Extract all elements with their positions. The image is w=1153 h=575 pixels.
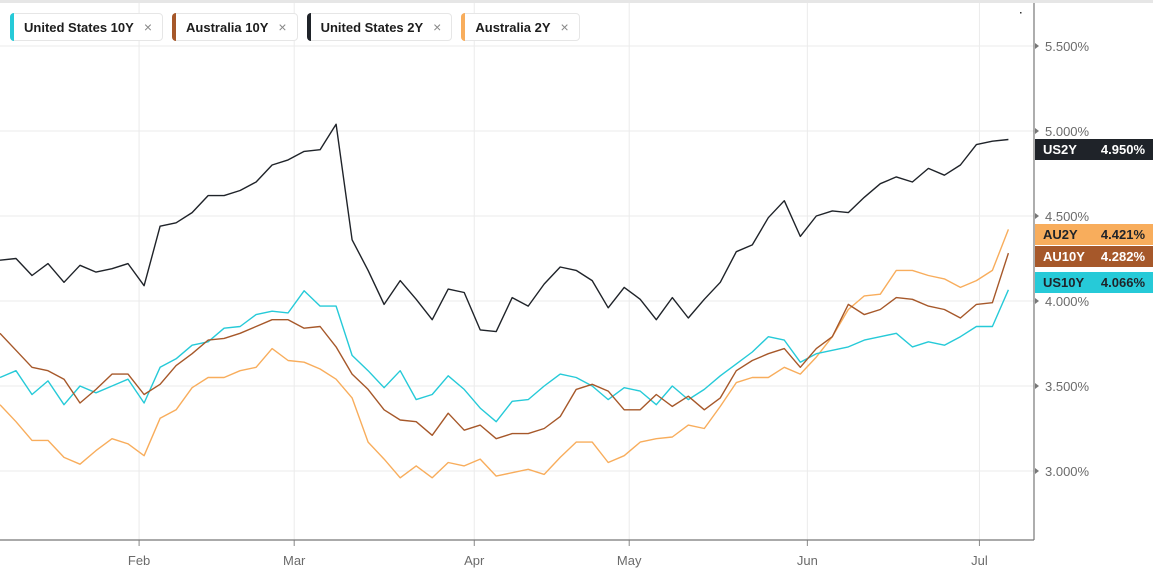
x-tick-label: Jul <box>971 553 988 568</box>
series-legend: United States 10Y × Australia 10Y × Unit… <box>10 13 580 41</box>
y-tick-mark <box>1035 382 1039 389</box>
close-icon[interactable]: × <box>560 19 569 35</box>
series-line-australia-2y <box>0 229 1010 479</box>
tag-code: AU2Y <box>1043 226 1078 242</box>
top-border <box>0 0 1153 3</box>
x-tick-label: May <box>617 553 642 568</box>
y-tick-label: 3.000% <box>1045 464 1090 479</box>
value-tag-au2y: AU2Y 4.421% <box>1035 223 1153 245</box>
tag-value: 4.421% <box>1100 226 1145 242</box>
series-color-swatch <box>10 13 14 41</box>
series-line-united-states-10y <box>0 289 1010 423</box>
y-tick-mark <box>1035 43 1039 50</box>
legend-chip-us10y[interactable]: United States 10Y × <box>10 13 164 41</box>
value-tag-us2y: US2Y 4.950% <box>1035 139 1153 160</box>
y-tick-label: 3.500% <box>1045 379 1090 394</box>
close-icon[interactable]: × <box>433 19 442 35</box>
tag-value: 4.282% <box>1100 248 1145 264</box>
series-color-swatch <box>461 13 466 41</box>
legend-chip-us2y[interactable]: United States 2Y × <box>306 13 453 41</box>
tag-code: AU10Y <box>1043 248 1085 264</box>
y-tick-mark <box>1035 467 1039 474</box>
x-tick-label: Feb <box>128 553 150 568</box>
tag-code: US10Y <box>1043 274 1085 290</box>
y-tick-label: 4.500% <box>1045 209 1090 224</box>
y-tick-mark <box>1035 297 1039 304</box>
legend-label: Australia 10Y <box>186 19 269 35</box>
series-color-swatch <box>306 13 311 41</box>
value-tag-au10y: AU10Y 4.282% <box>1035 245 1153 267</box>
close-icon[interactable]: × <box>143 19 153 35</box>
y-tick-label: 4.000% <box>1045 294 1090 309</box>
series-line-united-states-2y <box>0 123 1009 333</box>
legend-chip-au2y[interactable]: Australia 2Y × <box>461 13 580 41</box>
value-tag-us10y: US10Y 4.066% <box>1035 271 1153 293</box>
x-tick-label: Mar <box>283 553 306 568</box>
series-line-australia-10y <box>0 252 1010 440</box>
series-color-swatch <box>172 13 177 41</box>
legend-label: Australia 2Y <box>475 19 551 35</box>
x-tick-label: Apr <box>464 553 485 568</box>
crosshair-dot <box>1020 12 1022 14</box>
legend-chip-au10y[interactable]: Australia 10Y × <box>172 13 298 41</box>
y-tick-label: 5.500% <box>1045 39 1090 54</box>
tag-value: 4.066% <box>1100 274 1145 290</box>
legend-label: United States 10Y <box>24 19 134 35</box>
x-tick-label: Jun <box>797 553 818 568</box>
legend-label: United States 2Y <box>320 19 424 35</box>
tag-code: US2Y <box>1043 142 1077 157</box>
tag-value: 4.950% <box>1100 142 1145 157</box>
y-tick-mark <box>1035 128 1039 135</box>
close-icon[interactable]: × <box>278 19 287 35</box>
y-tick-mark <box>1035 212 1039 219</box>
y-tick-label: 5.000% <box>1045 124 1090 139</box>
